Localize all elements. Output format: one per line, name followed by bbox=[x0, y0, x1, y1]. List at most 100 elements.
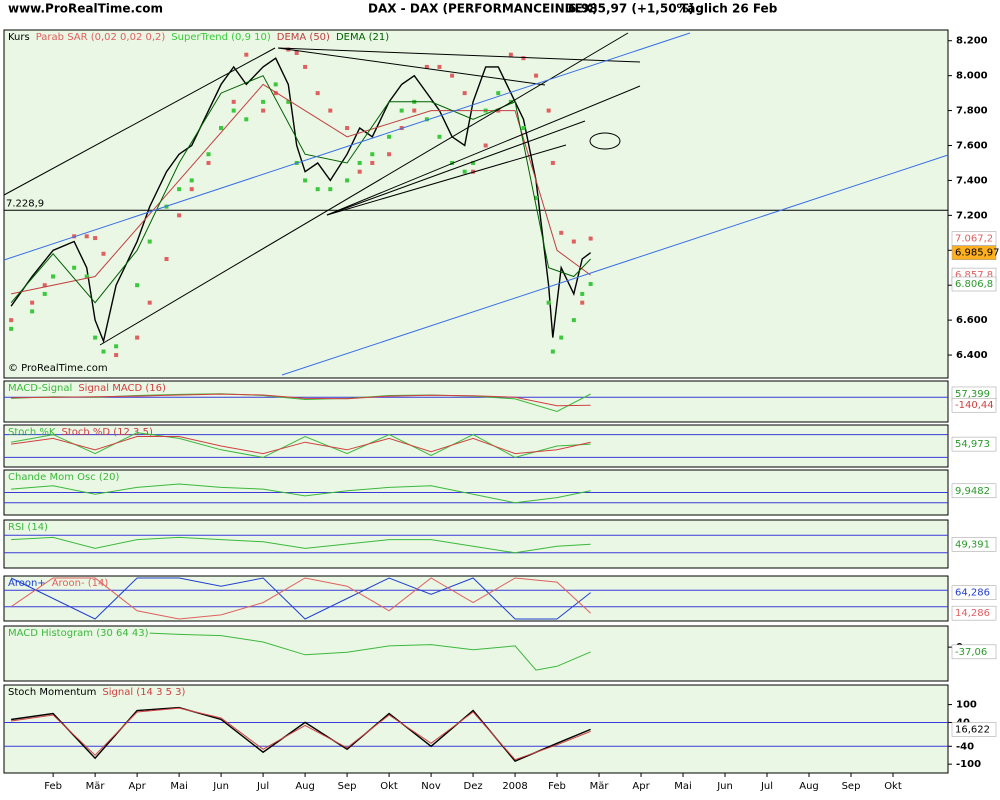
trend-line bbox=[3, 32, 691, 261]
indicator-dot bbox=[315, 187, 320, 192]
indicator-panel: Aroon+ Aroon- (14) 64,286 14,286 bbox=[3, 575, 997, 622]
series-line bbox=[10, 83, 591, 295]
indicator-dot bbox=[244, 117, 249, 122]
indicator-dot bbox=[387, 134, 392, 139]
indicator-dot bbox=[273, 82, 278, 87]
y-tick-label: 6.600 bbox=[956, 315, 988, 326]
indicator-dot bbox=[546, 108, 551, 113]
indicator-dot bbox=[147, 239, 152, 244]
indicator-dot bbox=[437, 134, 442, 139]
legend-entry: Stoch %K bbox=[8, 427, 56, 438]
indicator-dot bbox=[72, 265, 77, 270]
series-line bbox=[11, 483, 591, 504]
panel-area bbox=[3, 519, 949, 569]
indicator-panel: 0MACD Histogram (30 64 43)-37,06 bbox=[3, 625, 997, 682]
price-label: 14,286 bbox=[955, 608, 990, 619]
panel-area bbox=[3, 575, 949, 622]
y-tick-label: 7.400 bbox=[956, 175, 988, 186]
indicator-dot bbox=[399, 108, 404, 113]
indicator-dot bbox=[357, 169, 362, 174]
x-tick-label: Okt bbox=[884, 781, 902, 792]
x-tick-label: Feb bbox=[44, 781, 62, 792]
series-line bbox=[10, 577, 591, 620]
indicator-dot bbox=[231, 108, 236, 113]
legend-entry: Kurs bbox=[8, 32, 30, 43]
trend-line bbox=[281, 154, 949, 376]
panels: 7.228,96.4006.6006.8007.0007.2007.4007.6… bbox=[3, 29, 1000, 774]
indicator-dot bbox=[244, 52, 249, 57]
x-tick-label: Jun bbox=[716, 781, 733, 792]
indicator-dot bbox=[534, 195, 539, 200]
series-line bbox=[11, 536, 591, 554]
indicator-dot bbox=[147, 300, 152, 305]
indicator-dot bbox=[559, 335, 564, 340]
price-label: -37,06 bbox=[955, 647, 987, 658]
indicator-dot bbox=[559, 230, 564, 235]
indicator-dot bbox=[471, 160, 476, 165]
panel-area bbox=[3, 424, 949, 468]
x-tick-label: 2008 bbox=[502, 781, 527, 792]
trend-line bbox=[3, 47, 276, 196]
y-tick-label: 8.000 bbox=[956, 71, 988, 82]
indicator-dot bbox=[580, 291, 585, 296]
legend-entry: RSI (14) bbox=[8, 522, 48, 533]
indicator-dot bbox=[84, 274, 89, 279]
site-name: www.ProRealTime.com bbox=[8, 2, 163, 16]
indicator-dot bbox=[357, 160, 362, 165]
indicator-dot bbox=[135, 283, 140, 288]
indicator-dot bbox=[30, 309, 35, 314]
indicator-dot bbox=[42, 283, 47, 288]
price-label: 54,973 bbox=[955, 439, 990, 450]
indicator-dot bbox=[345, 178, 350, 183]
indicator-dot bbox=[424, 64, 429, 69]
indicator-dot bbox=[261, 99, 266, 104]
price-label: -140,44 bbox=[955, 400, 994, 411]
level-label: 7.228,9 bbox=[6, 198, 44, 209]
y-tick-label: 7.800 bbox=[956, 106, 988, 117]
indicator-dot bbox=[189, 178, 194, 183]
x-tick-label: Mai bbox=[170, 781, 188, 792]
indicator-dot bbox=[231, 99, 236, 104]
indicator-dot bbox=[588, 236, 593, 241]
indicator-dot bbox=[93, 236, 98, 241]
indicator-dot bbox=[303, 64, 308, 69]
x-tick-label: Apr bbox=[128, 781, 146, 792]
x-axis: Feb Mär Apr Mai Jun Jul Aug Sep Okt Nov Dez 2008 Feb… bbox=[44, 773, 902, 792]
indicator-dot bbox=[303, 178, 308, 183]
x-tick-label: Jun bbox=[212, 781, 229, 792]
x-tick-label: Jul bbox=[256, 781, 269, 792]
x-tick-label: Feb bbox=[548, 781, 566, 792]
price-label: 6.806,8 bbox=[955, 279, 993, 290]
indicator-dot bbox=[177, 213, 182, 218]
indicator-dot bbox=[546, 300, 551, 305]
indicator-dot bbox=[219, 126, 224, 131]
x-tick-label: Mär bbox=[86, 781, 106, 792]
legend-entry: Aroon+ bbox=[8, 578, 46, 589]
series-line bbox=[149, 632, 591, 671]
indicator-dot bbox=[424, 117, 429, 122]
series-line bbox=[11, 393, 591, 407]
indicator-dot bbox=[101, 349, 106, 354]
trend-line bbox=[326, 144, 567, 216]
y-tick-label: 7.600 bbox=[956, 141, 988, 152]
price-label: 6.985,97 bbox=[955, 248, 1000, 259]
indicator-dot bbox=[315, 91, 320, 96]
price-label: 9,9482 bbox=[955, 486, 990, 497]
indicator-panel: RSI (14) 49,391 bbox=[3, 519, 997, 569]
indicator-dot bbox=[437, 64, 442, 69]
legend-entry: Signal MACD (16) bbox=[78, 383, 166, 394]
indicator-dot bbox=[450, 73, 455, 78]
legend-entry: MACD-Signal bbox=[8, 383, 72, 394]
indicator-dot bbox=[164, 257, 169, 262]
indicator-dot bbox=[9, 318, 14, 323]
legend-entry: DEMA (50) bbox=[277, 32, 330, 43]
indicator-panel: 7.228,96.4006.6006.8007.0007.2007.4007.6… bbox=[3, 29, 1000, 379]
x-tick-label: Dez bbox=[464, 781, 483, 792]
indicator-dot bbox=[84, 234, 89, 239]
indicator-dot bbox=[189, 187, 194, 192]
indicator-dot bbox=[177, 187, 182, 192]
legend-entry: Aroon- (14) bbox=[52, 578, 109, 589]
y-tick-label: 6.400 bbox=[956, 350, 988, 361]
